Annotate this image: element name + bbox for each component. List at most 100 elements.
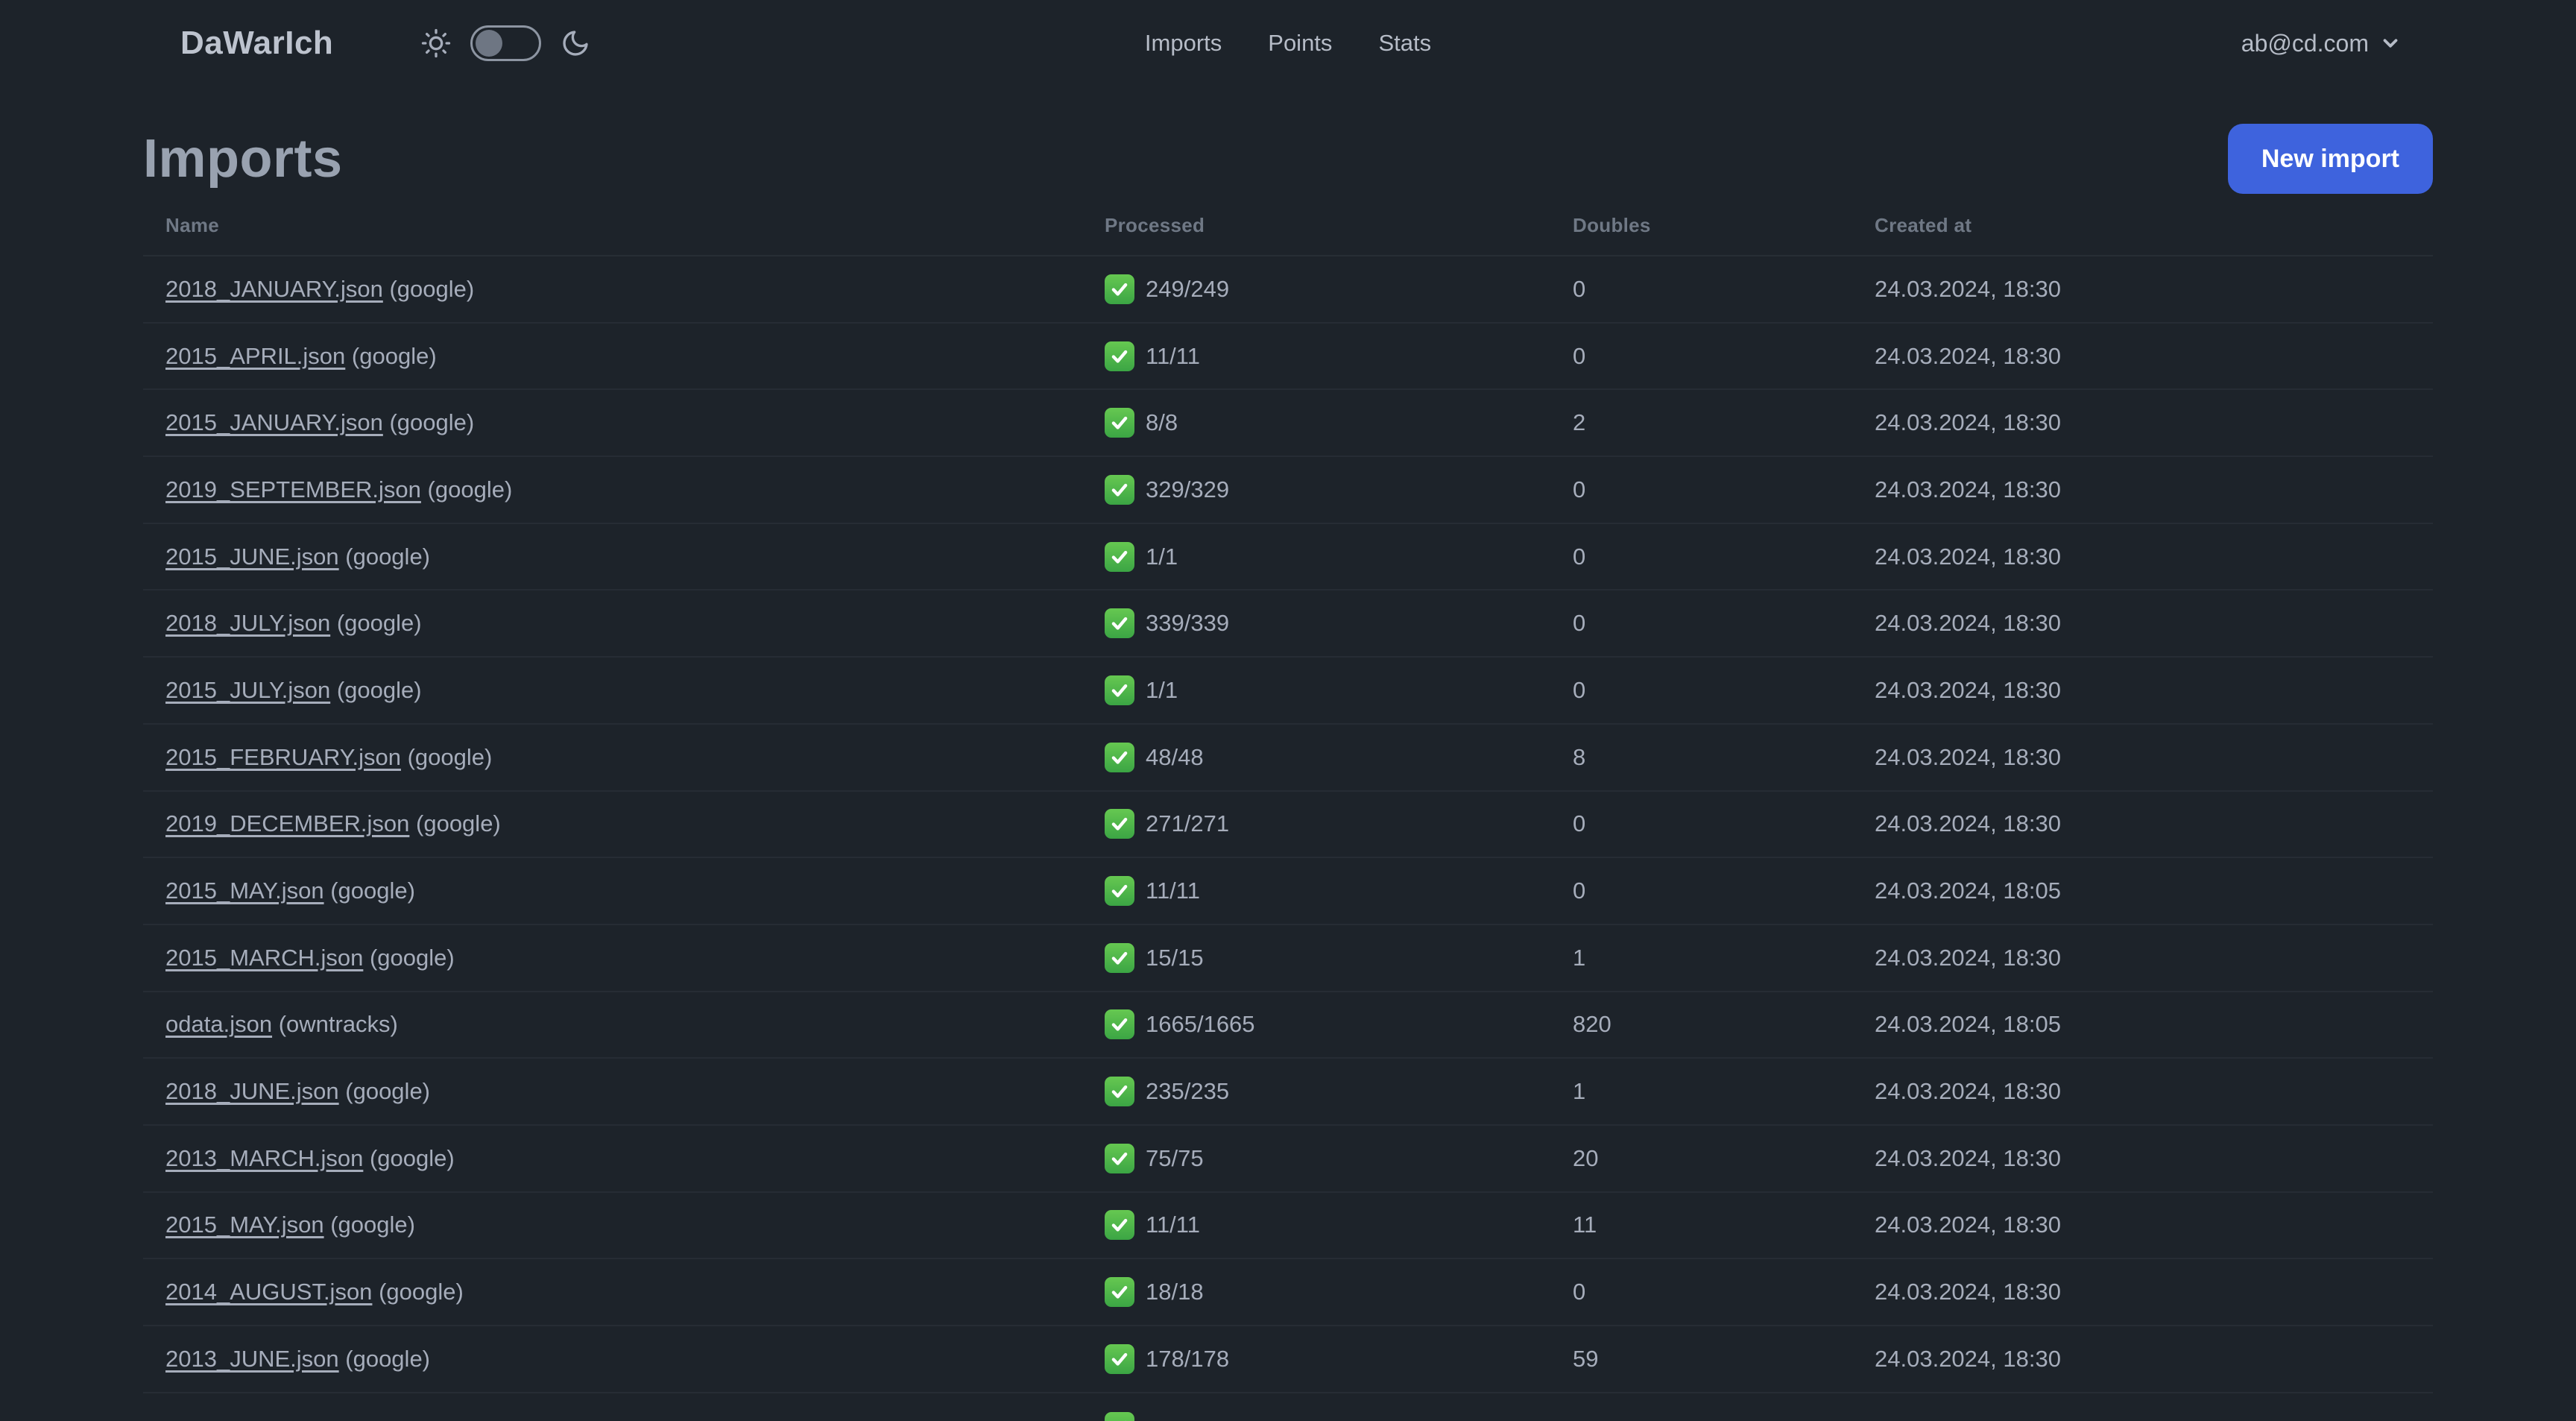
table-row: 2019_DECEMBER.json (google) 271/271 0 24…	[143, 792, 2433, 859]
import-file-link[interactable]: 2018_JULY.json	[165, 610, 331, 637]
account-menu[interactable]: ab@cd.com	[2241, 30, 2402, 57]
import-file-link[interactable]: 2015_MAY.json	[165, 878, 324, 904]
green-check-icon	[1105, 274, 1134, 304]
import-file-link[interactable]: 2015_MARCH.json	[165, 944, 364, 971]
import-source-label: (google)	[345, 1078, 431, 1105]
created-at-cell: 24.03.2024, 18:05	[1875, 1011, 2061, 1038]
import-file-link[interactable]: 2015_JULY.json	[165, 676, 331, 703]
import-file-link[interactable]: 2015_JANUARY.json	[165, 409, 383, 436]
column-header-created-at: Created at	[1875, 213, 1972, 236]
processed-cell: 178/178	[1105, 1343, 1573, 1374]
green-check-icon	[1105, 541, 1134, 572]
processed-count: 8/8	[1146, 409, 1178, 436]
processed-count: 249/249	[1146, 275, 1230, 302]
import-source-label: (google)	[336, 610, 422, 637]
green-check-icon	[1105, 1009, 1134, 1040]
table-row: 2015_JUNE.json (google) 1/1 0 24.03.2024…	[143, 524, 2433, 591]
import-file-link[interactable]: 2019_SEPTEMBER.json	[165, 476, 421, 502]
import-source-label: (google)	[330, 878, 415, 904]
import-file-link[interactable]: 2013_JUNE.json	[165, 1345, 339, 1372]
created-at-cell: 24.03.2024, 18:30	[1875, 275, 2061, 302]
created-at-cell: 24.03.2024, 18:30	[1875, 1345, 2061, 1372]
main-nav: Imports Points Stats	[1145, 0, 1431, 86]
nav-link-points[interactable]: Points	[1268, 30, 1333, 56]
processed-cell: 48/48	[1105, 742, 1573, 772]
import-name-cell: 2015_MAY.json (google)	[165, 878, 1105, 904]
theme-toggle[interactable]	[470, 25, 542, 61]
green-check-icon	[1105, 809, 1134, 839]
table-row: 2015_MAY.json (google) 11/11 0 24.03.202…	[143, 858, 2433, 925]
green-check-icon	[1105, 1077, 1134, 1107]
import-name-cell: 2019_SEPTEMBER.json (google)	[165, 476, 1105, 503]
page-title: Imports	[143, 129, 343, 189]
table-row: 2015_MAY.json (google) 11/11 11 24.03.20…	[143, 1193, 2433, 1260]
import-source-label: (google)	[407, 743, 493, 770]
doubles-cell: 0	[1573, 676, 1586, 703]
import-file-link[interactable]: 2015_APRIL.json	[165, 342, 346, 369]
doubles-cell: 8	[1573, 743, 1586, 770]
import-source-label: (owntracks)	[278, 1011, 398, 1038]
doubles-cell: 0	[1573, 610, 1586, 637]
table-row: 2015_APRIL.json (google) 11/11 0 24.03.2…	[143, 324, 2433, 391]
processed-count: 271/271	[1146, 810, 1230, 837]
account-email: ab@cd.com	[2241, 29, 2369, 57]
created-at-cell: 24.03.2024, 18:30	[1875, 543, 2061, 570]
table-row: 2015_MARCH.json (google) 15/15 1 24.03.2…	[143, 925, 2433, 992]
green-check-icon	[1105, 1343, 1134, 1374]
created-at-cell: 24.03.2024, 18:30	[1875, 1212, 2061, 1238]
processed-cell: 1/1	[1105, 541, 1573, 572]
processed-cell: 11/11	[1105, 1210, 1573, 1241]
import-name-cell: 2019_DECEMBER.json (google)	[165, 810, 1105, 837]
import-source-label: (google)	[330, 1212, 415, 1238]
import-file-link[interactable]: 2015_JUNE.json	[165, 543, 339, 570]
nav-link-stats[interactable]: Stats	[1378, 30, 1432, 56]
created-at-cell: 24.03.2024, 18:30	[1875, 342, 2061, 369]
import-file-link[interactable]: 2015_MAY.json	[165, 1212, 324, 1238]
green-check-icon	[1105, 1277, 1134, 1308]
green-check-icon	[1105, 876, 1134, 907]
created-at-cell: 24.03.2024, 18:30	[1875, 409, 2061, 436]
processed-cell: 11/11	[1105, 341, 1573, 371]
import-name-cell: 2014_AUGUST.json (google)	[165, 1279, 1105, 1305]
processed-cell: 8/8	[1105, 408, 1573, 438]
green-check-icon	[1105, 474, 1134, 505]
import-name-cell: 2018_JUNE.json (google)	[165, 1078, 1105, 1105]
import-name-cell: odata.json (owntracks)	[165, 1011, 1105, 1038]
processed-count: 11/11	[1146, 878, 1200, 904]
import-file-link[interactable]: odata.json	[165, 1011, 273, 1038]
processed-cell: 249/249	[1105, 274, 1573, 304]
doubles-cell: 0	[1573, 878, 1586, 904]
green-check-icon	[1105, 742, 1134, 772]
import-file-link[interactable]: 2014_AUGUST.json	[165, 1279, 373, 1305]
import-file-link[interactable]: 2013_MARCH.json	[165, 1144, 364, 1171]
processed-cell: 1665/1665	[1105, 1009, 1573, 1040]
app-logo[interactable]: DaWarIch	[180, 25, 334, 61]
processed-count: 48/48	[1146, 743, 1204, 770]
table-row-partial	[143, 1393, 2433, 1421]
table-header-row: Name Processed Doubles Created at	[143, 195, 2433, 256]
processed-cell: 75/75	[1105, 1143, 1573, 1173]
import-file-link[interactable]: 2018_JANUARY.json	[165, 275, 383, 302]
processed-count: 1665/1665	[1146, 1011, 1255, 1038]
green-check-icon	[1105, 1210, 1134, 1241]
moon-icon	[561, 28, 590, 58]
import-name-cell: 2013_MARCH.json (google)	[165, 1145, 1105, 1172]
import-source-label: (google)	[336, 676, 422, 703]
import-source-label: (google)	[416, 810, 501, 837]
created-at-cell: 24.03.2024, 18:30	[1875, 1279, 2061, 1305]
import-file-link[interactable]: 2015_FEBRUARY.json	[165, 743, 401, 770]
doubles-cell: 1	[1573, 1078, 1586, 1105]
import-name-cell: 2015_MARCH.json (google)	[165, 945, 1105, 971]
column-header-name: Name	[165, 213, 220, 236]
page-header: Imports New import	[143, 124, 2433, 194]
green-check-icon	[1105, 408, 1134, 438]
processed-count: 1/1	[1146, 543, 1178, 570]
import-name-cell: 2018_JULY.json (google)	[165, 610, 1105, 637]
processed-count: 235/235	[1146, 1078, 1230, 1105]
import-file-link[interactable]: 2019_DECEMBER.json	[165, 810, 410, 837]
nav-link-imports[interactable]: Imports	[1144, 30, 1222, 56]
import-file-link[interactable]: 2018_JUNE.json	[165, 1078, 339, 1105]
chevron-down-icon	[2379, 32, 2402, 54]
processed-cell: 339/339	[1105, 608, 1573, 639]
new-import-button[interactable]: New import	[2227, 124, 2433, 194]
